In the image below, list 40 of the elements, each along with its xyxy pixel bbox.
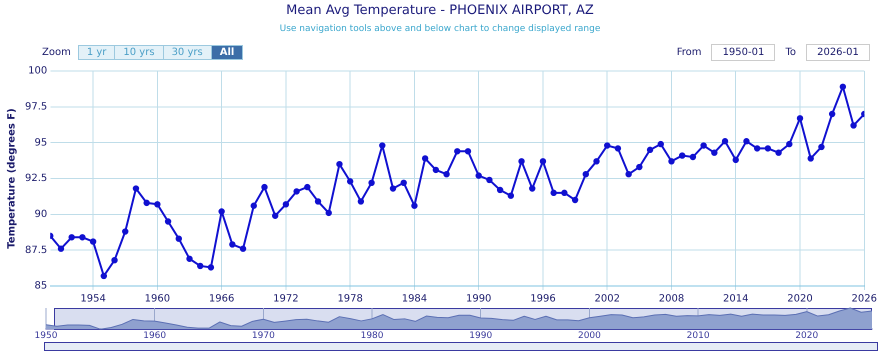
y-tick-label: 92.5 — [25, 173, 48, 184]
zoom-button: 1 yr — [78, 45, 116, 60]
text: Zoom — [42, 47, 71, 58]
y-axis-title: Temperature (degrees F) — [6, 108, 18, 249]
x-tick-label: 1960 — [143, 330, 166, 341]
date-field: 2026-01 — [806, 44, 870, 61]
x-tick-label: 2000 — [578, 330, 602, 341]
text: To — [785, 47, 796, 58]
x-tick-label: 2026 — [852, 294, 877, 305]
chart-title: Mean Avg Temperature - PHOENIX AIRPORT, AZ — [285, 3, 595, 18]
x-tick-label: 1960 — [144, 294, 170, 305]
x-tick-label: 1980 — [360, 330, 384, 341]
y-tick-label: 85 — [34, 280, 48, 292]
x-tick-label: 1970 — [252, 330, 276, 341]
x-tick-label: 2020 — [787, 294, 813, 305]
chart-subtitle: Use navigation tools above and below chart to change displayed range — [278, 24, 602, 34]
y-tick-label: 95 — [34, 137, 48, 148]
y-tick-label: 90 — [34, 208, 48, 220]
y-tick-label: 97.5 — [25, 101, 48, 112]
x-tick-label: 2008 — [658, 294, 684, 305]
x-tick-label: 2014 — [723, 294, 748, 305]
x-tick-label: 1990 — [466, 294, 492, 305]
x-tick-label: 2020 — [795, 330, 819, 341]
y-tick-label: 87.5 — [25, 244, 48, 256]
zoom-button: All — [210, 45, 244, 60]
x-tick-label: 1984 — [402, 294, 428, 305]
x-tick-label: 2002 — [594, 294, 620, 305]
x-tick-label: 1978 — [337, 294, 363, 305]
x-tick-label: 1954 — [80, 294, 106, 305]
x-tick-label: 2010 — [686, 330, 710, 341]
zoom-button: 30 yrs — [162, 45, 212, 60]
zoom-button: 10 yrs — [114, 45, 164, 60]
date-field: 1950-01 — [711, 44, 776, 61]
x-tick-label: 1990 — [469, 330, 492, 341]
text: From — [676, 47, 702, 58]
x-tick-label: 1966 — [208, 294, 234, 305]
x-tick-label: 1972 — [273, 294, 299, 305]
x-tick-label: 1950 — [34, 330, 58, 341]
x-tick-label: 1996 — [530, 294, 556, 305]
y-tick-label: 100 — [28, 66, 48, 77]
